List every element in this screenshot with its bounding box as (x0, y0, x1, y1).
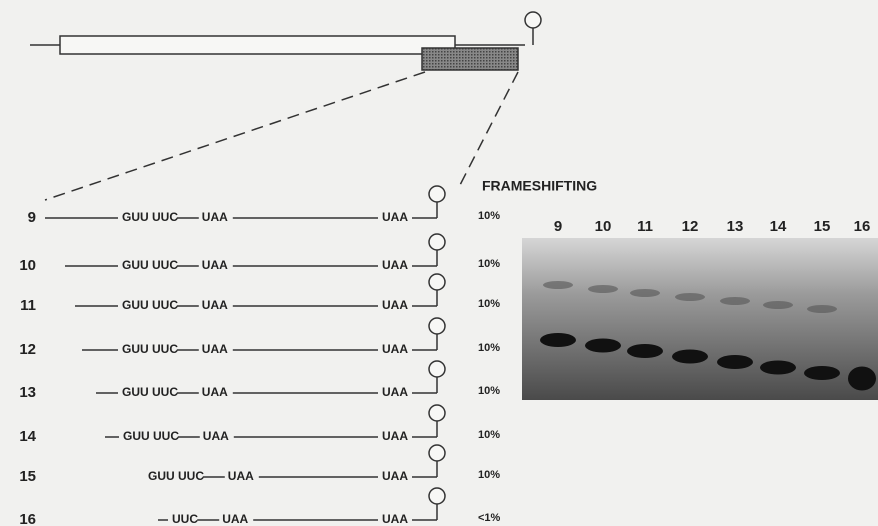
loop (428, 185, 446, 203)
frameshift-band (675, 293, 705, 301)
figure-title: FRAMESHIFTING (482, 178, 597, 194)
frameshift-percent: <1% (478, 512, 501, 524)
stop-codon: UAA (202, 385, 228, 399)
stop-codon: UAA (203, 429, 229, 443)
stop-codon: UAA (382, 258, 408, 272)
stop-codon: UAA (382, 298, 408, 312)
construct-rows: 9 GUU UUC UAA UAA 10% 10 GUU UUC UAA UAA 10% 11 GUU… (19, 185, 501, 526)
lane-label: 14 (770, 218, 787, 235)
lane-label: 12 (682, 218, 699, 235)
stop-codon: UAA (382, 210, 408, 224)
lane-label: 13 (727, 218, 744, 235)
loop (428, 487, 446, 505)
main-band (717, 355, 753, 369)
row-label: 10 (19, 257, 36, 274)
frameshift-band (807, 305, 837, 313)
frameshift-band (630, 289, 660, 297)
lane-label: 9 (554, 218, 562, 235)
loop (428, 273, 446, 291)
lane-label: 16 (854, 218, 871, 235)
stop-codon: UAA (382, 512, 408, 526)
codons: GUU UUC (122, 298, 178, 312)
frameshift-band (720, 297, 750, 305)
codons: GUU UUC (122, 258, 178, 272)
row-label: 15 (19, 468, 36, 485)
frameshift-percent: 10% (478, 342, 500, 354)
row-label: 13 (19, 384, 36, 401)
frameshift-band (763, 301, 793, 309)
frameshift-band (543, 281, 573, 289)
main-band (848, 366, 876, 391)
codons: GUU UUC (122, 210, 178, 224)
stop-codon: UAA (382, 385, 408, 399)
stop-codon: UAA (202, 342, 228, 356)
stop-codon: UAA (202, 258, 228, 272)
frameshift-percent: 10% (478, 429, 500, 441)
lane-label: 15 (814, 218, 831, 235)
construct-diagram (30, 11, 542, 201)
stop-codon: UAA (202, 210, 228, 224)
loop (428, 404, 446, 422)
stop-codon: UAA (382, 342, 408, 356)
codons: GUU UUC (122, 385, 178, 399)
stop-codon: UAA (222, 512, 248, 526)
codons: GUU UUC (148, 469, 204, 483)
loop (428, 317, 446, 335)
row-label: 12 (19, 341, 36, 358)
codons: GUU UUC (122, 342, 178, 356)
main-band (760, 360, 796, 375)
main-band (585, 338, 621, 353)
frameshift-percent: 10% (478, 258, 500, 270)
frameshift-band (588, 285, 618, 293)
lane-label: 10 (595, 218, 612, 235)
codons: UUC (172, 512, 198, 526)
codons: GUU UUC (123, 429, 179, 443)
loop (428, 233, 446, 251)
stop-codon: UAA (382, 469, 408, 483)
main-band (804, 366, 840, 380)
frameshift-percent: 10% (478, 298, 500, 310)
frameshift-percent: 10% (478, 210, 500, 222)
lane-label: 11 (637, 218, 653, 235)
main-band (540, 333, 576, 347)
row-label: 16 (19, 511, 36, 526)
stop-codon: UAA (228, 469, 254, 483)
row-label: 14 (19, 428, 36, 445)
loop (428, 444, 446, 462)
main-band (672, 349, 708, 364)
frameshift-percent: 10% (478, 469, 500, 481)
gel-lanes: 9 10 11 12 13 14 15 16 (540, 218, 876, 391)
main-band (627, 344, 663, 358)
loop (428, 360, 446, 378)
row-label: 11 (20, 297, 36, 314)
row-label: 9 (28, 209, 36, 226)
frameshift-percent: 10% (478, 385, 500, 397)
stop-codon: UAA (382, 429, 408, 443)
stop-codon: UAA (202, 298, 228, 312)
